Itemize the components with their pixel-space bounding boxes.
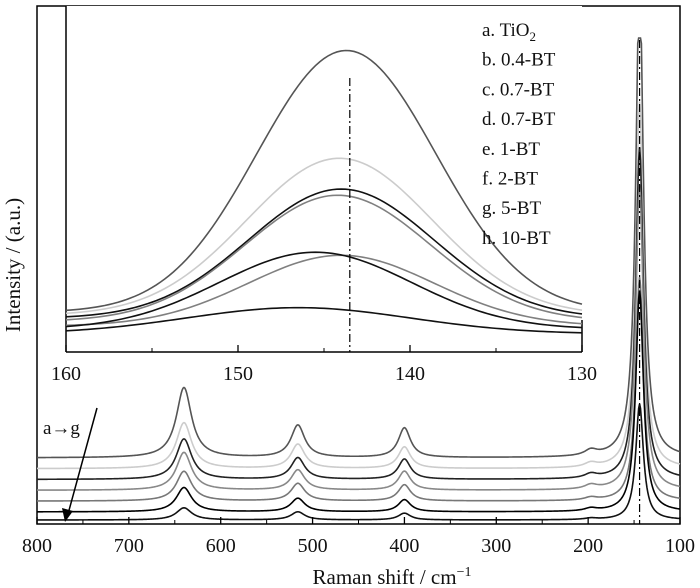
x-axis-title: Raman shift / cm−1	[313, 565, 472, 588]
annotation-a-to-g: a→g	[43, 418, 80, 439]
inset-series-a-line	[65, 49, 583, 312]
x-tick-label: 800	[22, 535, 52, 557]
inset-series-d-line	[65, 194, 583, 321]
legend-entry: d. 0.7-BT	[482, 109, 556, 130]
legend-entry: f. 2-BT	[482, 169, 538, 190]
inset-series-b-line	[65, 157, 583, 315]
x-tick-label: 100	[665, 535, 695, 557]
x-tick-label: 300	[481, 535, 511, 557]
legend-entry: e. 1-BT	[482, 139, 540, 160]
legend-entry: g. 5-BT	[482, 198, 542, 219]
series-b-line	[36, 101, 681, 470]
series-c-line	[37, 147, 681, 481]
legend-entry: b. 0.4-BT	[482, 50, 556, 71]
inset-series-g-line	[65, 306, 583, 334]
inset-series-e-line	[65, 254, 583, 327]
annotation-arrow	[67, 407, 98, 515]
legend-entry: h. 10-BT	[482, 228, 551, 249]
inset-x-tick-label: 140	[395, 363, 425, 385]
y-axis-title: Intensity / (a.u.)	[1, 198, 25, 332]
inset-x-tick-label: 160	[51, 363, 81, 385]
inset-series-group	[65, 49, 583, 334]
inset-plot: 160 150 140 130 a. TiO2 b. 0.4-BT c. 0.7-BT d.…	[51, 6, 597, 385]
main-series-group	[36, 37, 681, 521]
series-f-line	[37, 290, 681, 513]
x-tick-label: 500	[298, 535, 328, 557]
x-tick-label: 600	[206, 535, 236, 557]
inset-series-f-line	[65, 251, 583, 329]
x-tick-label: 200	[573, 535, 603, 557]
inset-legend: a. TiO2 b. 0.4-BT c. 0.7-BT d. 0.7-BT e. 1-B…	[482, 20, 556, 249]
legend-entry: a. TiO2	[482, 20, 536, 44]
series-a-line	[37, 37, 681, 459]
annotation-arrowhead	[62, 508, 73, 522]
series-g-line	[37, 403, 681, 521]
main-x-ticks: 800 700 600 500 400 300 200 100	[22, 517, 695, 557]
inset-series-c-line	[65, 188, 583, 318]
x-tick-label: 400	[389, 535, 419, 557]
inset-x-tick-label: 150	[223, 363, 253, 385]
x-tick-label: 700	[114, 535, 144, 557]
legend-entry: c. 0.7-BT	[482, 79, 555, 100]
inset-x-tick-label: 130	[567, 363, 597, 385]
series-d-line	[36, 184, 681, 491]
series-e-line	[37, 276, 681, 502]
inset-x-ticks: 160 150 140 130	[51, 345, 597, 385]
